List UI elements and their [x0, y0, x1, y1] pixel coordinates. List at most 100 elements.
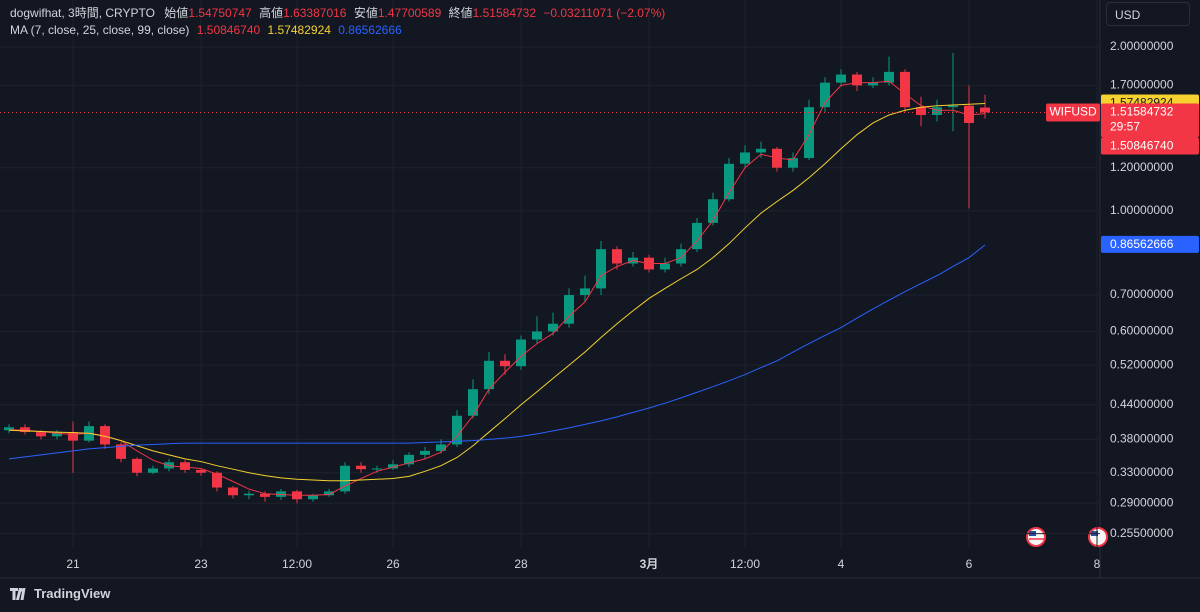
value: 1.51584732: [472, 6, 537, 20]
x-tick-label: 6: [966, 557, 973, 571]
candle-body: [452, 415, 462, 445]
candle-body: [580, 288, 590, 296]
currency-button[interactable]: USD: [1106, 2, 1190, 26]
candle-body: [980, 107, 990, 113]
change: −0.03211071 (−2.07%): [543, 6, 666, 20]
candle-body: [308, 495, 318, 500]
ma-line: [8, 244, 986, 460]
candle-body: [436, 444, 446, 451]
ma-price-label: 1.50846740: [1110, 139, 1174, 153]
label: 高値: [259, 6, 284, 20]
x-tick-label: 21: [66, 557, 80, 571]
label: 安値: [353, 6, 378, 20]
candle-body: [372, 468, 382, 470]
candle-body: [612, 249, 622, 264]
indicator-label[interactable]: MA (7, close, 25, close, 99, close): [10, 23, 190, 37]
x-tick-label: 4: [838, 557, 845, 571]
y-tick-label: 0.33000000: [1110, 465, 1174, 479]
candle-body: [20, 427, 30, 433]
candle-body: [132, 458, 142, 473]
y-tick-label: 1.00000000: [1110, 203, 1174, 217]
legend-row: dogwifhat, 3時間, CRYPTO 始値1.54750747 高値1.…: [10, 5, 665, 22]
candle-body: [340, 465, 350, 492]
symbol-tag-box: [1046, 103, 1100, 122]
candle-body: [500, 360, 510, 367]
x-tick-label: 23: [194, 557, 208, 571]
x-tick-label: 12:00: [730, 557, 760, 571]
value: 1.54750747: [188, 6, 252, 20]
candle-body: [356, 465, 366, 470]
candle-body: [884, 71, 894, 83]
candle-body: [260, 493, 270, 497]
candle-body: [52, 432, 62, 437]
label: 終値: [448, 6, 473, 20]
candle-body: [948, 105, 958, 108]
candle-body: [420, 450, 430, 455]
candle-body: [532, 331, 542, 340]
y-tick-label: 0.29000000: [1110, 495, 1174, 509]
y-tick-label: 1.20000000: [1110, 160, 1174, 174]
candle-body: [660, 263, 670, 270]
y-tick-label: 1.70000000: [1110, 78, 1174, 92]
candle-body: [484, 360, 494, 390]
candle-body: [548, 323, 558, 332]
ma-line: [8, 80, 986, 496]
candle-body: [932, 107, 942, 115]
candle-body: [516, 339, 526, 367]
candle-body: [868, 82, 878, 86]
symbol[interactable]: dogwifhat, 3時間, CRYPTO: [10, 6, 155, 20]
event-marker[interactable]: [1088, 527, 1108, 547]
y-tick-label: 0.70000000: [1110, 287, 1174, 301]
y-tick-label: 0.44000000: [1110, 397, 1174, 411]
x-tick-label: 26: [386, 557, 400, 571]
candle-body: [244, 493, 254, 496]
candle-body: [68, 432, 78, 441]
legend: dogwifhat, 3時間, CRYPTO 始値1.54750747 高値1.…: [10, 5, 665, 39]
x-tick-label: 8: [1094, 557, 1101, 571]
candle-body: [404, 454, 414, 465]
price-box: [1101, 103, 1199, 138]
legend-row: MA (7, close, 25, close, 99, close) 1.50…: [10, 22, 665, 39]
x-tick-label: 12:00: [282, 557, 312, 571]
candle-body: [212, 472, 222, 488]
y-tick-label: 0.38000000: [1110, 432, 1174, 446]
candle-body: [820, 82, 830, 108]
brand-logo: [10, 587, 26, 600]
candle-body: [788, 158, 798, 168]
price-label: 1.51584732: [1110, 105, 1174, 119]
y-tick-label: 0.60000000: [1110, 324, 1174, 338]
candle-body: [900, 71, 910, 108]
value: 1.63387016: [283, 6, 347, 20]
candle-body: [468, 389, 478, 416]
ma-value: 1.50846740: [196, 23, 261, 37]
ma-value: 1.57482924: [267, 23, 331, 37]
candle-body: [180, 462, 190, 470]
candle-body: [756, 148, 766, 153]
ma-price-box: [1101, 137, 1199, 155]
candles: [4, 52, 990, 504]
candle-body: [964, 105, 974, 123]
candle-body: [116, 444, 126, 459]
y-tick-label: 0.25500000: [1110, 526, 1174, 540]
x-tick-label: 3月: [640, 557, 659, 571]
candle-body: [388, 464, 398, 469]
candle-body: [228, 487, 238, 496]
candle-body: [564, 295, 574, 324]
candle-body: [148, 468, 158, 473]
candle-body: [196, 469, 206, 473]
candle-body: [692, 222, 702, 250]
candle-body: [708, 199, 718, 223]
candle-body: [324, 491, 334, 496]
symbol-tag: WIFUSD: [1049, 105, 1097, 119]
y-tick-label: 0.52000000: [1110, 357, 1174, 371]
label: 始値: [164, 6, 189, 20]
value: 1.47700589: [377, 6, 442, 20]
candle-body: [852, 74, 862, 86]
event-marker[interactable]: [1026, 527, 1046, 547]
ma-price-label: 0.86562666: [1110, 237, 1174, 251]
candle-body: [740, 152, 750, 164]
countdown: 29:57: [1110, 120, 1140, 134]
brand[interactable]: TradingView: [10, 586, 110, 601]
candle-body: [4, 427, 14, 431]
